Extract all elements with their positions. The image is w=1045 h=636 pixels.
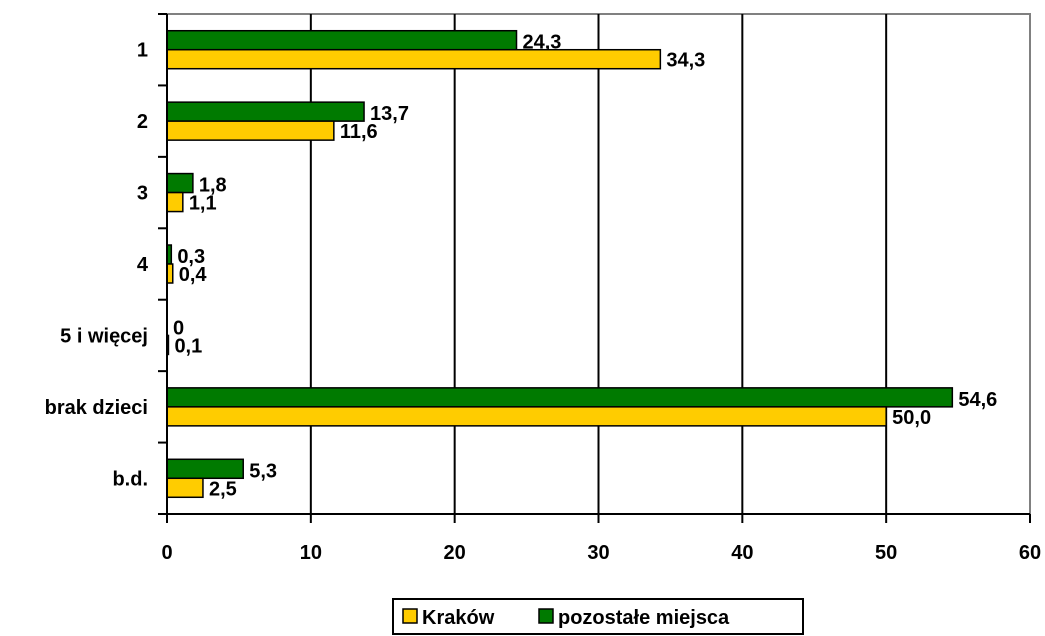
- data-label: 34,3: [666, 50, 705, 72]
- bar: [166, 172, 194, 194]
- bar: [166, 406, 887, 427]
- legend-label-pozostale: pozostałe miejsca: [558, 607, 730, 629]
- gridlines: [309, 14, 888, 514]
- bar: [166, 29, 518, 51]
- data-label: 54,6: [958, 389, 997, 411]
- legend-label-krakow: Kraków: [422, 607, 495, 629]
- data-label: 1,1: [189, 193, 217, 215]
- data-label: 0: [173, 317, 184, 339]
- bar: [166, 191, 184, 213]
- legend-swatch-krakow: [402, 608, 418, 624]
- bar: [166, 48, 662, 70]
- category-label: 4: [137, 254, 149, 276]
- legend-box: [392, 598, 804, 635]
- data-label: 1,8: [199, 175, 227, 197]
- x-tick-label: 40: [731, 542, 753, 564]
- bar: [166, 387, 954, 408]
- category-label: 5 i więcej: [60, 325, 148, 347]
- legend: Kraków pozostałe miejsca: [392, 598, 804, 635]
- data-label: 5,3: [249, 460, 277, 482]
- bar: [166, 120, 335, 141]
- category-label: brak dzieci: [45, 397, 148, 419]
- x-tick-label: 50: [875, 542, 897, 564]
- bar: [166, 458, 244, 480]
- data-label: 0,4: [179, 264, 208, 286]
- category-label: 3: [137, 183, 148, 205]
- data-label: 0,1: [174, 335, 202, 357]
- data-label: 13,7: [370, 103, 409, 125]
- x-tick-label: 0: [161, 542, 172, 564]
- data-label: 11,6: [340, 121, 378, 143]
- data-label: 24,3: [523, 32, 562, 54]
- category-label: 1: [137, 40, 148, 62]
- axes: 1 2 3 4 5 i więcej brak dzieci b.d. 0 10 20 30 40 50…: [45, 13, 1041, 564]
- category-label: 2: [137, 111, 148, 133]
- x-tick-label: 20: [444, 542, 466, 564]
- data-label: 2,5: [209, 478, 237, 500]
- data-label: 50,0: [892, 407, 931, 429]
- bar: [166, 477, 204, 499]
- category-label: b.d.: [112, 468, 148, 490]
- x-tick-label: 30: [587, 542, 609, 564]
- x-tick-label: 60: [1019, 542, 1041, 564]
- data-label: 0,3: [177, 246, 205, 268]
- bar: [166, 101, 365, 122]
- legend-swatch-pozostale: [538, 608, 554, 624]
- x-tick-label: 10: [300, 542, 322, 564]
